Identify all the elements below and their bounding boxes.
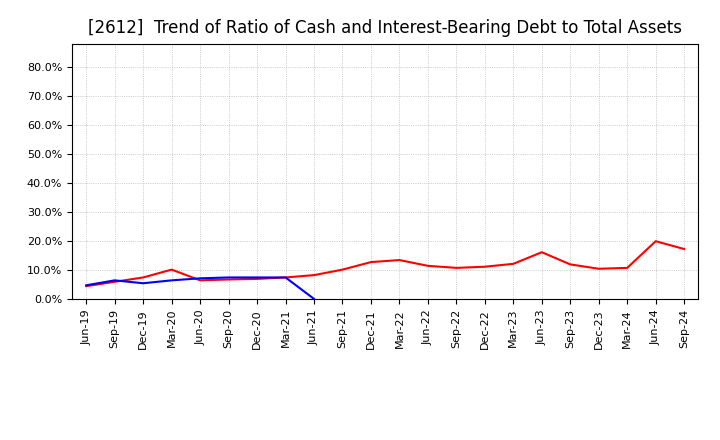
Cash bbox=[196, 278, 204, 283]
Cash bbox=[338, 267, 347, 272]
Interest-Bearing Debt bbox=[110, 278, 119, 283]
Interest-Bearing Debt bbox=[282, 275, 290, 280]
Cash bbox=[310, 272, 318, 278]
Line: Cash: Cash bbox=[86, 241, 684, 286]
Cash bbox=[225, 277, 233, 282]
Cash bbox=[480, 264, 489, 269]
Interest-Bearing Debt bbox=[196, 276, 204, 281]
Cash bbox=[139, 275, 148, 280]
Cash bbox=[452, 265, 461, 271]
Cash bbox=[110, 279, 119, 284]
Cash bbox=[167, 267, 176, 272]
Cash bbox=[423, 263, 432, 268]
Legend: Cash, Interest-Bearing Debt: Cash, Interest-Bearing Debt bbox=[228, 439, 542, 440]
Cash bbox=[282, 275, 290, 280]
Cash bbox=[623, 265, 631, 271]
Cash bbox=[253, 276, 261, 282]
Interest-Bearing Debt bbox=[139, 281, 148, 286]
Cash bbox=[537, 249, 546, 255]
Line: Interest-Bearing Debt: Interest-Bearing Debt bbox=[86, 278, 314, 299]
Cash bbox=[366, 260, 375, 265]
Cash bbox=[595, 266, 603, 271]
Interest-Bearing Debt bbox=[225, 275, 233, 280]
Cash bbox=[652, 238, 660, 244]
Interest-Bearing Debt bbox=[82, 282, 91, 288]
Interest-Bearing Debt bbox=[253, 275, 261, 280]
Interest-Bearing Debt bbox=[310, 296, 318, 301]
Cash bbox=[395, 257, 404, 263]
Cash bbox=[82, 283, 91, 289]
Cash bbox=[509, 261, 518, 267]
Cash bbox=[566, 262, 575, 267]
Title: [2612]  Trend of Ratio of Cash and Interest-Bearing Debt to Total Assets: [2612] Trend of Ratio of Cash and Intere… bbox=[88, 19, 683, 37]
Interest-Bearing Debt bbox=[167, 278, 176, 283]
Cash bbox=[680, 246, 688, 252]
